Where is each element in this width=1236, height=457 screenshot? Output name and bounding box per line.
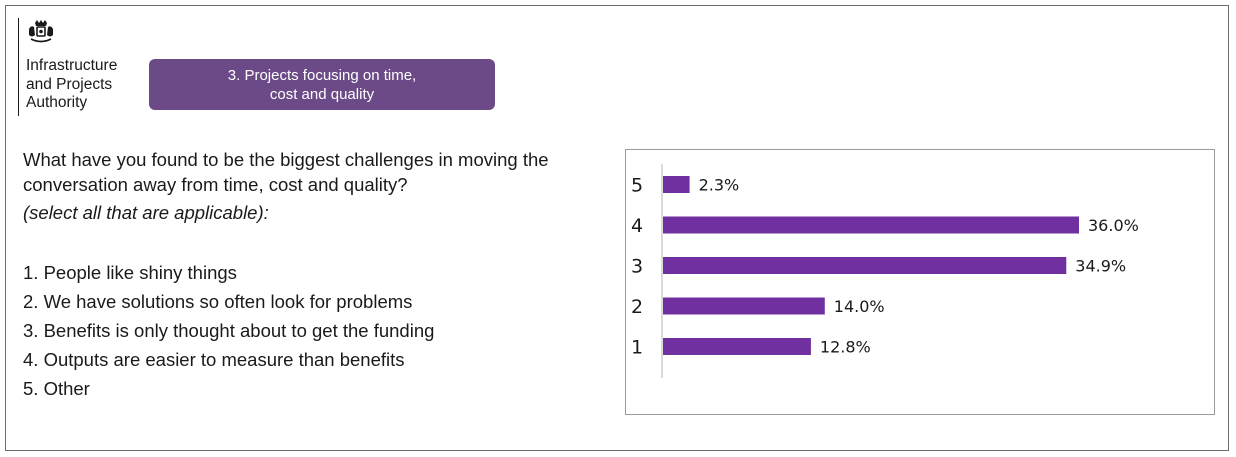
category-label: 5 — [631, 175, 643, 197]
bar — [663, 338, 811, 355]
category-label: 1 — [631, 337, 643, 359]
bar-chart-svg: 5 2.3% 4 36.0% 3 34.9% 2 14.0% 1 12.8% — [631, 164, 1139, 378]
data-label: 36.0% — [1088, 216, 1139, 235]
data-label: 14.0% — [834, 297, 885, 316]
organisation-logo: Infrastructure and Projects Authority — [18, 18, 138, 116]
answer-option: 3. Benefits is only thought about to get… — [23, 320, 435, 341]
category-label: 4 — [631, 215, 643, 237]
section-tag-label: 3. Projects focusing on time, cost and q… — [227, 66, 417, 103]
answer-option: 5. Other — [23, 378, 90, 399]
question-hint: (select all that are applicable): — [23, 202, 269, 223]
data-label: 34.9% — [1075, 257, 1126, 276]
coat-of-arms-icon — [29, 20, 53, 43]
answer-option: 1. People like shiny things — [23, 262, 237, 283]
section-tag: 3. Projects focusing on time, cost and q… — [149, 59, 495, 110]
organisation-name: Infrastructure and Projects Authority — [26, 57, 118, 111]
data-label: 2.3% — [699, 176, 740, 195]
question-text: What have you found to be the biggest ch… — [23, 149, 549, 195]
slide: Infrastructure and Projects Authority 3.… — [5, 5, 1229, 451]
category-label: 3 — [631, 256, 643, 278]
answer-option: 2. We have solutions so often look for p… — [23, 291, 413, 312]
category-label: 2 — [631, 296, 643, 318]
answer-option: 4. Outputs are easier to measure than be… — [23, 349, 405, 370]
bar — [663, 176, 690, 193]
bar — [663, 216, 1079, 234]
answer-options: 1. People like shiny things 2. We have s… — [23, 258, 434, 403]
bar — [663, 257, 1067, 274]
data-label: 12.8% — [820, 338, 871, 357]
bar-chart: 5 2.3% 4 36.0% 3 34.9% 2 14.0% 1 12.8% — [625, 149, 1215, 415]
bar — [663, 297, 825, 315]
